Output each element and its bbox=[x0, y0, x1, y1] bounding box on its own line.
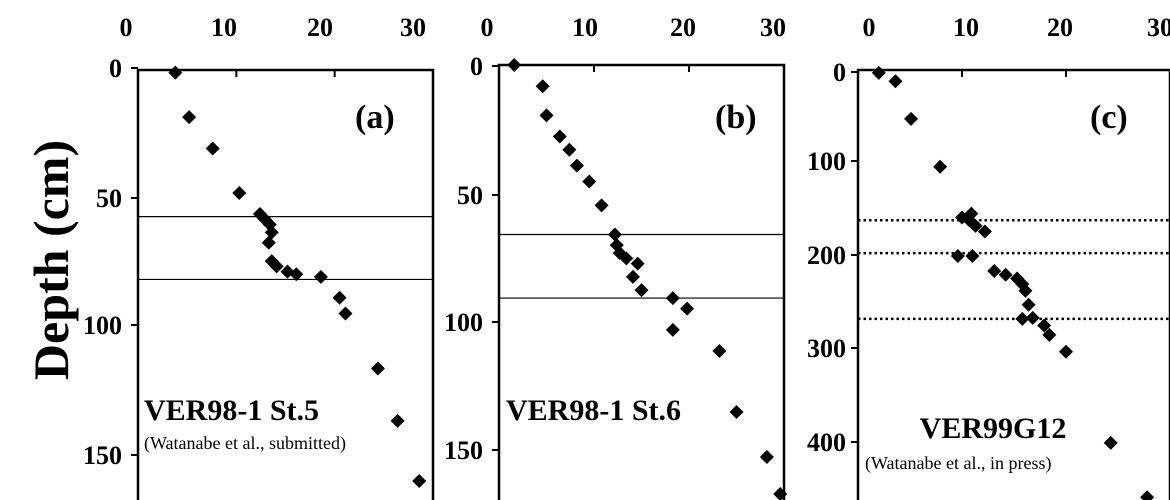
data-point bbox=[998, 267, 1013, 282]
y-tick-label: 50 bbox=[457, 181, 483, 210]
data-point bbox=[1021, 297, 1036, 312]
data-point bbox=[712, 344, 727, 359]
data-point bbox=[634, 283, 649, 298]
data-point bbox=[205, 141, 220, 156]
data-point bbox=[729, 404, 744, 419]
x-tick-label: 20 bbox=[670, 13, 696, 42]
station-label: VER99G12 bbox=[920, 412, 1067, 445]
panel-1: 0 10 20 30 0 50 100 150 (a) VER98-1 St.5 (Watanabe… bbox=[83, 13, 435, 500]
panel-letter: (a) bbox=[355, 99, 395, 136]
y-tick-label: 300 bbox=[807, 334, 846, 363]
reference-label: (Watanabe et al., in press) bbox=[865, 453, 1051, 474]
panel-2: 0 10 20 30 0 50 100 150 (b) VER98-1 St.6 bbox=[444, 13, 788, 500]
x-tick-label: 0 bbox=[481, 13, 494, 42]
y-tick-label: 100 bbox=[83, 311, 122, 340]
data-point bbox=[607, 227, 622, 242]
data-point bbox=[888, 74, 903, 89]
data-point bbox=[759, 449, 774, 464]
data-point bbox=[619, 251, 634, 266]
data-point bbox=[168, 65, 183, 80]
data-point bbox=[977, 224, 992, 239]
y-tick-label: 200 bbox=[807, 241, 846, 270]
data-point bbox=[412, 474, 427, 489]
data-point bbox=[232, 186, 247, 201]
data-point bbox=[1015, 311, 1030, 326]
x-tick-label: 20 bbox=[307, 13, 333, 42]
x-tick-label: 10 bbox=[211, 13, 237, 42]
plot-frame bbox=[856, 68, 1170, 500]
data-point bbox=[987, 263, 1002, 278]
x-tick-label: 10 bbox=[953, 13, 979, 42]
y-axis-label: Depth (cm) bbox=[23, 140, 79, 380]
data-point bbox=[535, 79, 550, 94]
y-tick-label: 100 bbox=[444, 308, 483, 337]
x-tick-label: 30 bbox=[760, 13, 786, 42]
x-tick-label: 0 bbox=[120, 13, 133, 42]
x-tick-label: 0 bbox=[863, 13, 876, 42]
data-point bbox=[264, 225, 279, 240]
data-point bbox=[950, 248, 965, 263]
y-tick-label: 0 bbox=[833, 58, 846, 87]
data-point bbox=[552, 129, 567, 144]
data-point bbox=[904, 111, 919, 126]
data-point bbox=[582, 174, 597, 189]
y-tick-label: 50 bbox=[96, 184, 122, 213]
data-point bbox=[1042, 327, 1057, 342]
y-tick-label: 150 bbox=[444, 436, 483, 465]
data-point bbox=[569, 158, 584, 173]
data-point bbox=[338, 306, 353, 321]
data-point bbox=[625, 269, 640, 284]
data-point bbox=[332, 290, 347, 305]
panel-letter: (b) bbox=[715, 99, 757, 136]
data-point bbox=[1037, 318, 1052, 333]
data-point bbox=[269, 259, 284, 274]
data-point bbox=[968, 218, 983, 233]
plot-frame bbox=[497, 63, 786, 500]
data-point bbox=[539, 108, 554, 123]
data-point bbox=[933, 159, 948, 174]
station-label: VER98-1 St.6 bbox=[506, 394, 681, 427]
data-point bbox=[182, 110, 197, 125]
y-tick-label: 0 bbox=[109, 54, 122, 83]
data-point bbox=[630, 256, 645, 271]
plot-frame bbox=[136, 68, 435, 500]
data-point bbox=[871, 65, 886, 80]
x-tick-label: 30 bbox=[1147, 13, 1170, 42]
data-point bbox=[507, 58, 522, 72]
reference-label: (Watanabe et al., submitted) bbox=[144, 433, 346, 454]
data-point bbox=[1103, 435, 1118, 450]
y-tick-label: 400 bbox=[807, 428, 846, 457]
x-tick-label: 10 bbox=[572, 13, 598, 42]
data-point bbox=[1025, 310, 1040, 325]
data-point bbox=[289, 267, 304, 282]
y-tick-label: 0 bbox=[470, 52, 483, 81]
data-point bbox=[964, 206, 979, 221]
data-point bbox=[1059, 344, 1073, 359]
data-point bbox=[390, 413, 405, 428]
data-point bbox=[965, 248, 980, 263]
data-point bbox=[261, 235, 276, 250]
data-point bbox=[370, 361, 385, 376]
data-point bbox=[562, 142, 577, 157]
data-point bbox=[1018, 283, 1033, 298]
data-point bbox=[773, 487, 788, 500]
y-tick-label: 100 bbox=[807, 147, 846, 176]
x-tick-label: 20 bbox=[1047, 13, 1073, 42]
x-tick-label: 30 bbox=[400, 13, 426, 42]
data-point bbox=[1140, 490, 1155, 500]
panel-letter: (c) bbox=[1090, 99, 1128, 136]
data-point bbox=[665, 291, 680, 306]
y-tick-label: 150 bbox=[83, 441, 122, 470]
data-point bbox=[594, 198, 609, 213]
station-label: VER98-1 St.5 bbox=[144, 394, 319, 427]
data-point bbox=[665, 322, 680, 337]
data-point bbox=[313, 269, 328, 284]
data-point bbox=[680, 301, 695, 316]
panel-3: 0 10 20 300100200300400(c)VER99G12(Watanabe… bbox=[807, 13, 1170, 500]
